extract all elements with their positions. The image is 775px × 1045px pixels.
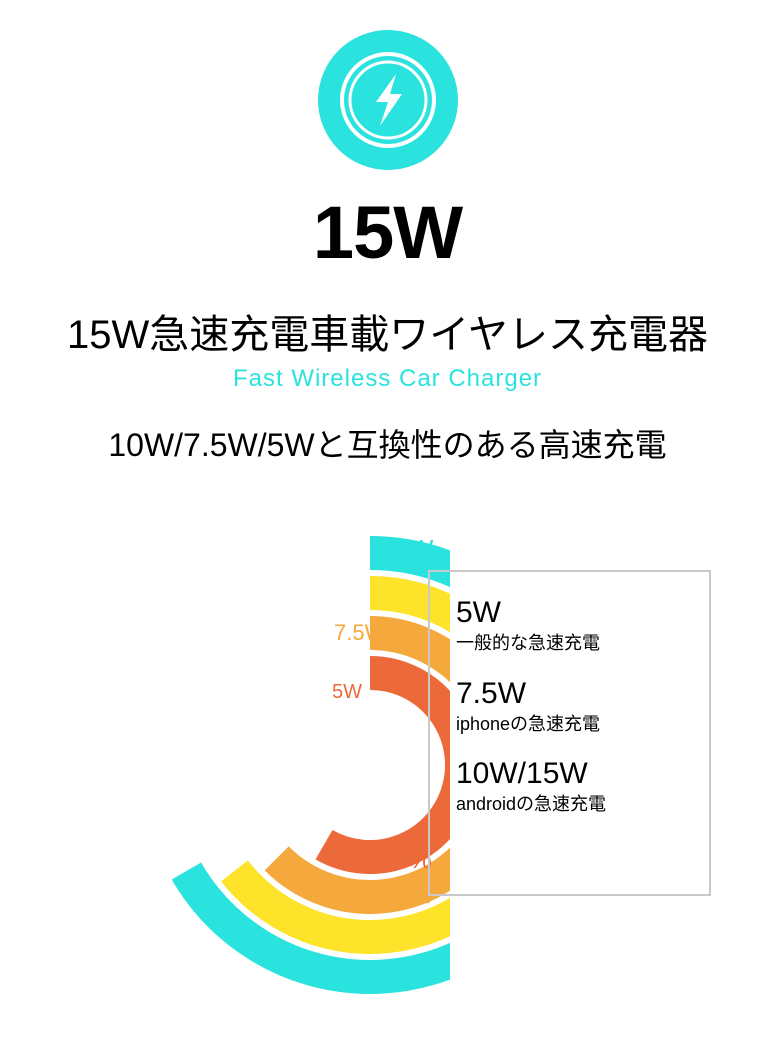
title-jp: 15W急速充電車載ワイヤレス充電器 — [0, 302, 775, 360]
ring-top-label: 15W — [380, 534, 434, 564]
ring-pct-label: 42% — [380, 917, 432, 947]
legend-desc: iphoneの急速充電 — [456, 714, 687, 736]
legend-title: 7.5W — [456, 677, 687, 710]
legend-item: 10W/15W androidの急速充電 — [456, 757, 687, 816]
legend-item: 7.5W iphoneの急速充電 — [456, 677, 687, 736]
ring-pct-label: 30% — [380, 844, 432, 874]
legend-box: 5W 一般的な急速充電 7.5W iphoneの急速充電 10W/15W androidの… — [428, 570, 711, 896]
legend-item: 5W 一般的な急速充電 — [456, 596, 687, 655]
ring-pct-label: 40% — [380, 879, 432, 909]
ring-top-label: 5W — [332, 681, 362, 703]
subtitle-en: Fast Wireless Car Charger — [0, 365, 775, 393]
subtitle-jp: 10W/7.5W/5Wと互換性のある高速充電 — [0, 420, 775, 466]
legend-desc: 一般的な急速充電 — [456, 633, 687, 655]
infographic-page: 15W 15W急速充電車載ワイヤレス充電器 Fast Wireless Car … — [0, 0, 775, 1045]
ring-top-label: 10W — [380, 579, 430, 606]
ring-top-label: 7.5W — [334, 620, 386, 645]
hero-wattage: 15W — [0, 190, 775, 275]
ring-pct-label: 45% — [380, 957, 432, 987]
legend-title: 5W — [456, 596, 687, 629]
power-bolt-icon — [318, 30, 458, 175]
wattage-radial-chart: 15W 10W 7.5W 5W 30% 40% 42% 45% — [70, 530, 450, 1000]
legend-title: 10W/15W — [456, 757, 687, 790]
legend-desc: androidの急速充電 — [456, 794, 687, 816]
